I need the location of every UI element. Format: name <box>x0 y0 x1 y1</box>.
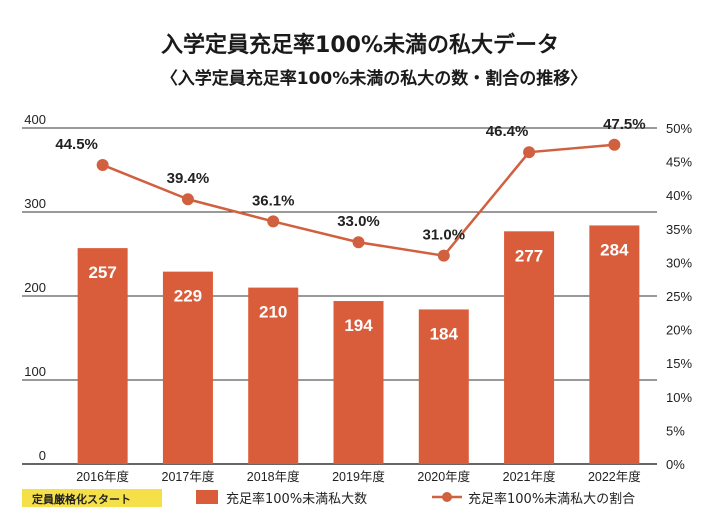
bar-value-label: 184 <box>430 324 459 343</box>
line-value-label: 36.1% <box>252 192 295 209</box>
right-tick-label: 40% <box>666 188 692 203</box>
right-tick-label: 0% <box>666 457 685 472</box>
line-value-labels: 44.5% 39.4% 36.1% 33.0% 31.0% 46.4% 47.5% <box>55 116 645 244</box>
right-tick-label: 15% <box>666 356 692 371</box>
category-label: 2016年度 <box>76 469 129 484</box>
left-tick-label: 0 <box>39 448 46 463</box>
line-value-label: 47.5% <box>603 116 646 133</box>
bar <box>248 287 299 464</box>
legend-bar-swatch <box>196 490 218 504</box>
right-axis-ticks: 0% 5% 10% 15% 20% 25% 30% 35% 40% 45% 50% <box>666 121 692 472</box>
line-marker <box>181 193 194 206</box>
legend: 充足率100%未満私大数 充足率100%未満私大の割合 <box>196 490 635 507</box>
right-tick-label: 20% <box>666 323 692 338</box>
line-marker <box>523 146 536 159</box>
category-label: 2018年度 <box>247 469 300 484</box>
annotation: 定員厳格化スタート <box>22 489 162 507</box>
line-marker <box>267 215 280 228</box>
bar <box>77 248 128 464</box>
bar <box>504 231 555 464</box>
category-label: 2019年度 <box>332 469 385 484</box>
bar-value-label: 229 <box>174 287 202 306</box>
right-tick-label: 25% <box>666 289 692 304</box>
bar-value-label: 210 <box>259 303 287 322</box>
line-marker <box>352 236 365 249</box>
bar <box>162 271 213 464</box>
bar-value-label: 284 <box>600 240 629 259</box>
line-value-label: 33.0% <box>337 213 380 230</box>
line-value-label: 46.4% <box>486 123 529 140</box>
right-tick-label: 5% <box>666 423 685 438</box>
category-label: 2021年度 <box>503 469 556 484</box>
right-tick-label: 30% <box>666 255 692 270</box>
right-tick-label: 10% <box>666 390 692 405</box>
category-label: 2017年度 <box>162 469 215 484</box>
left-axis-ticks: 0 100 200 300 400 <box>24 112 46 463</box>
line-marker <box>437 249 450 262</box>
line-series <box>96 138 621 262</box>
left-tick-label: 100 <box>24 364 46 379</box>
category-label: 2022年度 <box>588 469 641 484</box>
bar <box>589 225 640 464</box>
category-label: 2020年度 <box>417 469 470 484</box>
bar <box>333 301 384 464</box>
chart-title: 入学定員充足率100%未満の私大データ <box>161 32 559 58</box>
bar-value-label: 277 <box>515 246 543 265</box>
bar-value-labels: 257 229 210 194 184 277 284 <box>88 240 629 343</box>
chart-subtitle: 〈入学定員充足率100%未満の私大の数・割合の推移〉 <box>161 68 588 89</box>
legend-line-label: 充足率100%未満私大の割合 <box>468 491 635 507</box>
annotation-highlight <box>22 489 162 507</box>
legend-bar-label: 充足率100%未満私大数 <box>226 491 367 507</box>
bar <box>418 309 469 464</box>
right-tick-label: 50% <box>666 121 692 136</box>
left-tick-label: 300 <box>24 196 46 211</box>
line-value-label: 39.4% <box>167 170 210 187</box>
line-marker <box>96 158 109 171</box>
legend-line-marker <box>442 492 452 502</box>
bar-value-label: 194 <box>344 316 373 335</box>
category-labels: 2016年度 2017年度 2018年度 2019年度 2020年度 2021年度 2022… <box>76 469 641 484</box>
line-value-label: 31.0% <box>423 227 466 244</box>
bar-series <box>77 225 640 464</box>
right-tick-label: 35% <box>666 222 692 237</box>
bar-value-label: 257 <box>88 263 116 282</box>
right-tick-label: 45% <box>666 155 692 170</box>
annotation-text: 定員厳格化スタート <box>32 492 131 506</box>
line-marker <box>608 138 621 151</box>
left-tick-label: 400 <box>24 112 46 127</box>
line-value-label: 44.5% <box>55 136 98 153</box>
left-tick-label: 200 <box>24 280 46 295</box>
